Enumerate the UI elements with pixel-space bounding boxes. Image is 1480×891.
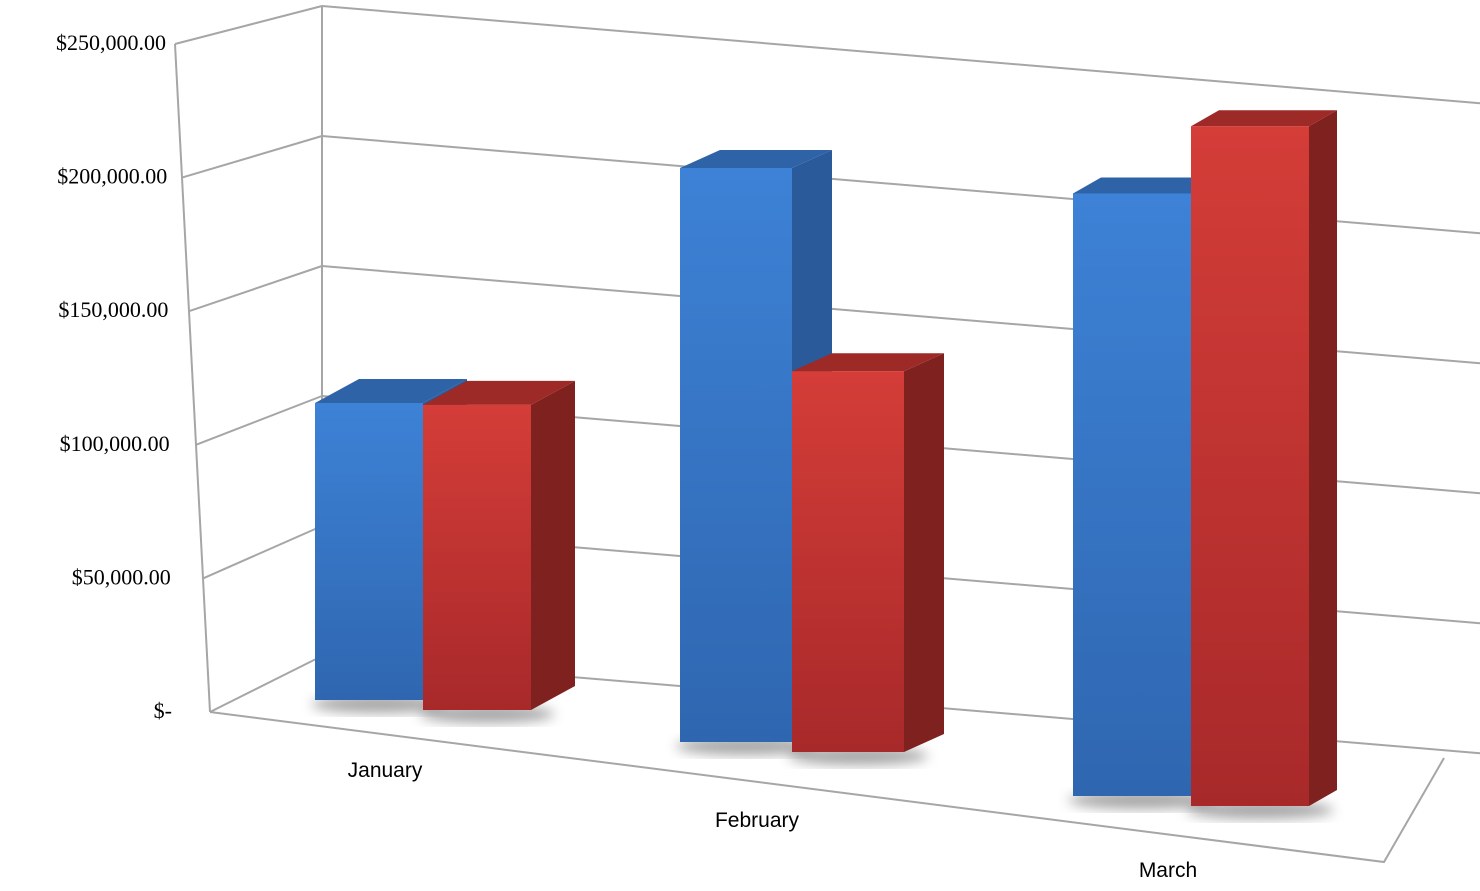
bar-top-2-1 <box>1191 110 1337 127</box>
gridline-side <box>174 5 323 45</box>
gridline-side <box>188 265 323 313</box>
bar-2-1 <box>1191 126 1309 806</box>
bar-top-1-1 <box>792 353 944 372</box>
bar-top-1-0 <box>680 150 832 168</box>
y-axis-tick-labels: $- $50,000.00 $100,000.00 $150,000.00 $200,0… <box>56 30 172 723</box>
bar-0-1 <box>423 404 531 710</box>
bar-side-2-1 <box>1309 110 1337 806</box>
bar-top-0-0 <box>315 379 467 403</box>
x-tick-label: February <box>715 809 800 832</box>
bar-1-1 <box>792 371 904 752</box>
y-tick-label: $- <box>154 698 172 723</box>
bars <box>315 110 1337 806</box>
y-tick-label: $50,000.00 <box>72 564 171 589</box>
y-tick-label: $100,000.00 <box>60 431 170 456</box>
bar-top-2-0 <box>1073 177 1219 194</box>
y-tick-label: $150,000.00 <box>58 297 168 322</box>
x-axis-tick-labels: January February March <box>348 759 1198 882</box>
left-wall-front-edge <box>174 43 211 713</box>
gridline-side <box>202 525 323 580</box>
gridline-side <box>209 655 323 713</box>
floor-outline <box>209 711 1445 864</box>
bar-top-0-1 <box>423 380 575 405</box>
bar-0-0 <box>315 403 423 700</box>
gridline-side <box>195 395 323 446</box>
bar-1-0 <box>680 168 792 742</box>
gridline-back <box>321 5 1480 105</box>
bar-side-1-1 <box>904 353 944 752</box>
y-tick-label: $250,000.00 <box>56 30 166 55</box>
bar-side-0-1 <box>531 380 575 710</box>
bar-2-0 <box>1073 193 1191 796</box>
x-tick-label: January <box>348 759 423 782</box>
y-tick-label: $200,000.00 <box>57 164 167 189</box>
x-tick-label: March <box>1139 859 1197 882</box>
gridline-side <box>181 135 323 179</box>
